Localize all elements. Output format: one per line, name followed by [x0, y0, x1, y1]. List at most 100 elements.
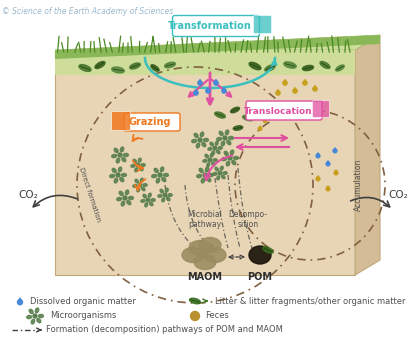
Circle shape: [193, 91, 198, 95]
Ellipse shape: [166, 197, 170, 201]
Ellipse shape: [249, 62, 260, 70]
Circle shape: [223, 136, 226, 140]
Ellipse shape: [112, 67, 124, 73]
Circle shape: [263, 119, 266, 122]
Ellipse shape: [136, 188, 139, 192]
Polygon shape: [198, 80, 202, 83]
Ellipse shape: [335, 65, 344, 71]
Ellipse shape: [242, 115, 253, 121]
Circle shape: [292, 89, 297, 93]
FancyBboxPatch shape: [124, 113, 180, 131]
Ellipse shape: [112, 155, 116, 158]
Ellipse shape: [218, 131, 223, 136]
Circle shape: [136, 163, 139, 167]
Ellipse shape: [202, 142, 205, 147]
Ellipse shape: [109, 175, 114, 178]
Ellipse shape: [248, 246, 271, 264]
Ellipse shape: [221, 141, 224, 146]
Ellipse shape: [216, 150, 219, 154]
Circle shape: [213, 146, 216, 150]
FancyBboxPatch shape: [253, 15, 271, 34]
Text: Grazing: Grazing: [128, 117, 171, 127]
Ellipse shape: [38, 315, 43, 318]
Ellipse shape: [120, 147, 123, 152]
Circle shape: [33, 314, 37, 318]
Circle shape: [316, 177, 319, 181]
Circle shape: [275, 91, 280, 95]
Ellipse shape: [139, 167, 142, 171]
Text: Feces: Feces: [204, 312, 228, 321]
Ellipse shape: [131, 165, 135, 167]
Ellipse shape: [141, 164, 145, 166]
Ellipse shape: [165, 188, 168, 192]
Circle shape: [282, 81, 286, 85]
Ellipse shape: [221, 157, 226, 161]
Ellipse shape: [164, 62, 175, 68]
Ellipse shape: [157, 195, 161, 197]
Ellipse shape: [199, 168, 203, 172]
Text: CO₂: CO₂: [387, 190, 407, 200]
Ellipse shape: [161, 177, 166, 182]
Polygon shape: [258, 126, 261, 129]
Circle shape: [163, 193, 166, 197]
Ellipse shape: [204, 154, 208, 158]
Text: MAOM: MAOM: [187, 272, 222, 282]
Ellipse shape: [114, 148, 118, 152]
Ellipse shape: [221, 175, 224, 179]
Ellipse shape: [191, 140, 196, 143]
Ellipse shape: [220, 166, 223, 170]
Polygon shape: [354, 35, 379, 275]
Polygon shape: [325, 186, 329, 189]
Ellipse shape: [118, 167, 121, 172]
Circle shape: [228, 156, 231, 160]
FancyBboxPatch shape: [245, 101, 321, 120]
Ellipse shape: [206, 177, 210, 182]
Circle shape: [146, 198, 150, 202]
Ellipse shape: [214, 167, 218, 171]
Ellipse shape: [216, 137, 221, 141]
Ellipse shape: [201, 178, 204, 183]
Ellipse shape: [29, 309, 33, 313]
Ellipse shape: [208, 174, 213, 177]
Text: Microbial
pathway: Microbial pathway: [187, 210, 222, 230]
Ellipse shape: [233, 156, 238, 160]
Circle shape: [190, 312, 199, 321]
Ellipse shape: [230, 150, 233, 155]
Ellipse shape: [145, 203, 147, 207]
Circle shape: [253, 111, 256, 115]
Circle shape: [138, 183, 141, 187]
Text: Microorganisms: Microorganisms: [50, 312, 116, 321]
Ellipse shape: [202, 160, 206, 162]
Ellipse shape: [319, 61, 329, 69]
Ellipse shape: [142, 183, 147, 186]
Ellipse shape: [112, 168, 116, 172]
Ellipse shape: [148, 193, 151, 197]
Polygon shape: [302, 80, 306, 83]
Ellipse shape: [205, 167, 208, 172]
Ellipse shape: [138, 158, 141, 162]
Text: Translocation: Translocation: [243, 106, 311, 116]
Ellipse shape: [210, 153, 213, 157]
Circle shape: [197, 81, 202, 85]
Ellipse shape: [302, 65, 313, 71]
Ellipse shape: [224, 151, 228, 156]
Ellipse shape: [141, 187, 145, 191]
Circle shape: [208, 158, 211, 162]
Ellipse shape: [121, 157, 126, 162]
Ellipse shape: [160, 167, 163, 172]
Ellipse shape: [207, 147, 211, 150]
Ellipse shape: [211, 151, 214, 155]
Polygon shape: [332, 148, 336, 151]
Circle shape: [118, 153, 122, 157]
Circle shape: [202, 173, 206, 177]
Ellipse shape: [199, 237, 221, 252]
Circle shape: [316, 154, 319, 158]
Ellipse shape: [230, 107, 239, 113]
Ellipse shape: [189, 298, 200, 304]
Ellipse shape: [135, 179, 138, 183]
Ellipse shape: [225, 130, 228, 135]
Ellipse shape: [119, 177, 123, 182]
Ellipse shape: [264, 65, 275, 71]
Ellipse shape: [231, 160, 235, 165]
Circle shape: [214, 81, 218, 85]
